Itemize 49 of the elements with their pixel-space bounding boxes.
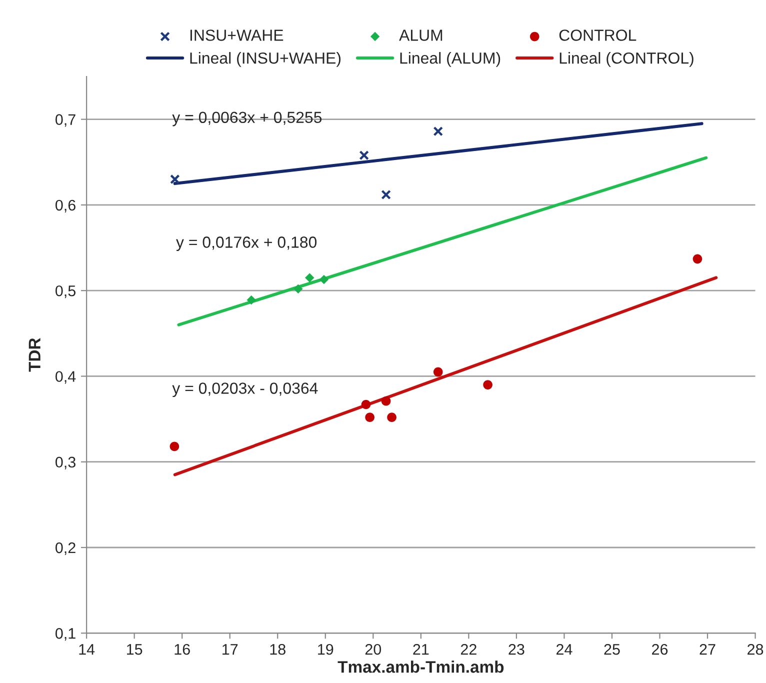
x-tick-label: 23 bbox=[508, 644, 524, 655]
x-tick-label: 19 bbox=[318, 644, 334, 655]
point bbox=[381, 190, 391, 200]
x-tick-label: 27 bbox=[700, 644, 716, 655]
y-tick-label: 0,4 bbox=[56, 371, 76, 384]
point bbox=[170, 174, 180, 184]
legend-label: ALUM bbox=[399, 30, 442, 41]
x-tick-label: 25 bbox=[604, 644, 620, 655]
y-tick-label: 0,3 bbox=[56, 456, 76, 470]
point bbox=[319, 274, 329, 284]
annotation: y = 0,0203x - 0,0364 bbox=[172, 382, 318, 398]
x-tick-label: 28 bbox=[748, 644, 764, 655]
y-axis-title: TDR bbox=[28, 338, 40, 372]
legend-label: CONTROL bbox=[559, 30, 636, 41]
point bbox=[246, 295, 256, 305]
y-tick-label: 0,6 bbox=[56, 200, 76, 212]
x-tick-label: 17 bbox=[222, 644, 238, 655]
annotation: y = 0,0176x + 0,180 bbox=[176, 236, 317, 252]
x-tick-label: 26 bbox=[652, 644, 668, 655]
point bbox=[387, 412, 396, 422]
point bbox=[294, 284, 303, 294]
point bbox=[170, 442, 180, 452]
legend-label: INSU+WAHE bbox=[190, 30, 284, 41]
x-axis-title: Tmax.amb-Tmin.amb bbox=[338, 660, 504, 673]
x-tick-label: 16 bbox=[174, 644, 190, 655]
point bbox=[483, 380, 492, 390]
x-tick-label: 22 bbox=[460, 644, 476, 655]
x-tick-label: 21 bbox=[413, 644, 429, 655]
x-tick-label: 18 bbox=[270, 644, 286, 655]
point bbox=[381, 396, 391, 406]
point bbox=[305, 273, 314, 282]
x-tick-label: 20 bbox=[365, 644, 382, 655]
x-tick-label: 15 bbox=[126, 644, 142, 655]
x-tick-label: 24 bbox=[556, 644, 572, 655]
legend-label: Lineal (INSU+WAHE) bbox=[190, 52, 341, 67]
legend-label: Lineal (CONTROL) bbox=[560, 52, 694, 67]
legend-label: Lineal (ALUM) bbox=[400, 52, 500, 67]
y-tick-label: 0,1 bbox=[56, 628, 76, 641]
annotation: y = 0,0063x + 0,5255 bbox=[172, 112, 322, 126]
y-tick-label: 0,7 bbox=[56, 114, 76, 127]
x-tick-label: 14 bbox=[79, 644, 95, 655]
point bbox=[692, 254, 702, 264]
point bbox=[359, 150, 369, 160]
point bbox=[433, 367, 443, 377]
point bbox=[365, 412, 374, 422]
y-tick-label: 0,5 bbox=[56, 285, 76, 298]
y-tick-label: 0,2 bbox=[56, 542, 76, 555]
point bbox=[433, 126, 444, 136]
point bbox=[361, 400, 371, 410]
